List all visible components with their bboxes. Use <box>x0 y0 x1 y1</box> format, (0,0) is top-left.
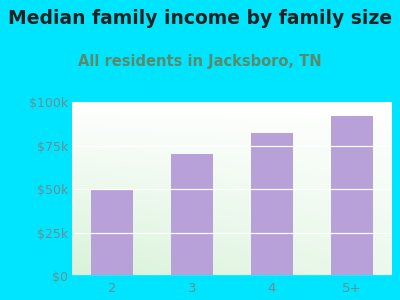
Bar <box>171 154 213 276</box>
Bar <box>331 116 373 276</box>
Text: Median family income by family size: Median family income by family size <box>8 9 392 28</box>
Bar <box>251 133 293 276</box>
Text: All residents in Jacksboro, TN: All residents in Jacksboro, TN <box>78 54 322 69</box>
Bar <box>91 189 133 276</box>
